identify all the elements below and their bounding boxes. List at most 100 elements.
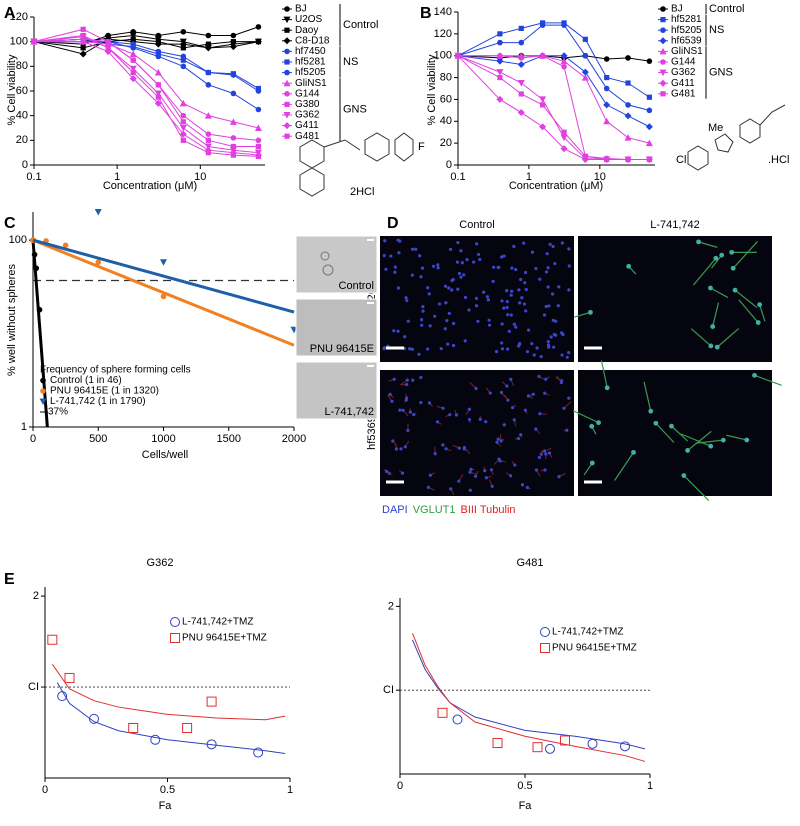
- nucleus: [517, 288, 520, 291]
- nucleus: [510, 313, 513, 316]
- nucleus: [551, 245, 554, 248]
- x-axis-label: Fa: [159, 800, 173, 812]
- nucleus: [519, 433, 522, 436]
- data-point: [533, 743, 542, 752]
- y-tick-label: 2: [33, 590, 39, 602]
- nucleus: [397, 286, 400, 289]
- data-point: [160, 259, 167, 266]
- nucleus: [385, 470, 388, 473]
- nucleus: [501, 322, 504, 325]
- nucleus: [411, 379, 414, 382]
- series-line: [34, 36, 258, 157]
- series-line: [34, 39, 258, 140]
- x-axis-label: Concentration (μM): [509, 180, 603, 192]
- data-point: [583, 53, 589, 59]
- nucleus: [445, 319, 448, 322]
- fit-line: [57, 683, 285, 754]
- nucleus: [393, 271, 396, 274]
- data-point: [561, 64, 567, 70]
- data-point: [625, 80, 630, 85]
- nucleus: [389, 393, 392, 396]
- legend-label: G362: [671, 67, 696, 78]
- nucleus: [384, 268, 387, 271]
- nucleus: [588, 310, 593, 315]
- nucleus: [444, 447, 447, 450]
- nucleus: [459, 249, 462, 252]
- data-point: [603, 118, 610, 125]
- data-point: [81, 27, 86, 32]
- nucleus: [475, 304, 478, 307]
- nucleus: [546, 266, 549, 269]
- nucleus: [708, 444, 713, 449]
- nucleus: [513, 323, 516, 326]
- data-point: [604, 86, 610, 92]
- nucleus: [464, 339, 467, 342]
- nucleus: [514, 268, 517, 271]
- series-line: [458, 56, 649, 160]
- nucleus: [490, 468, 493, 471]
- data-point: [256, 86, 261, 91]
- data-point: [647, 95, 652, 100]
- nucleus: [537, 375, 540, 378]
- nucleus: [497, 458, 500, 461]
- nucleus: [456, 241, 459, 244]
- nucleus: [500, 439, 503, 442]
- nucleus: [719, 253, 724, 258]
- nucleus: [397, 251, 400, 254]
- nucleus: [517, 437, 520, 440]
- nucleus: [420, 318, 423, 321]
- data-point: [561, 22, 567, 28]
- nucleus: [500, 391, 503, 394]
- legend-label: U2OS: [295, 14, 323, 25]
- legend-label: 37%: [48, 407, 68, 418]
- legend-title: Frequency of sphere forming cells: [40, 365, 191, 376]
- nucleus: [495, 350, 498, 353]
- legend-label: hf5281: [671, 14, 702, 25]
- nucleus: [485, 476, 488, 479]
- nucleus: [500, 299, 503, 302]
- legend-label: G481: [671, 88, 696, 99]
- nucleus: [546, 285, 549, 288]
- data-point: [131, 58, 136, 63]
- y-tick-label: CI: [28, 681, 39, 693]
- nucleus: [519, 278, 522, 281]
- fit-line: [52, 664, 285, 719]
- nucleus: [492, 280, 495, 283]
- y-tick-label: CI: [383, 684, 394, 696]
- nucleus: [553, 333, 556, 336]
- nucleus: [476, 320, 479, 323]
- nucleus: [404, 296, 407, 299]
- nucleus: [502, 254, 505, 257]
- series-line: [34, 42, 258, 91]
- data-point: [181, 58, 186, 63]
- data-point: [181, 138, 186, 143]
- nucleus: [483, 469, 486, 472]
- data-point: [181, 119, 186, 124]
- group-label: NS: [709, 24, 724, 36]
- nucleus: [506, 347, 509, 350]
- nucleus: [419, 275, 422, 278]
- nucleus: [530, 342, 533, 345]
- x-tick-label: 0: [42, 784, 48, 796]
- data-point: [497, 75, 502, 80]
- data-point: [231, 33, 237, 39]
- data-point: [205, 112, 212, 119]
- y-tick-label: 20: [440, 137, 452, 149]
- nucleus: [548, 451, 551, 454]
- nucleus: [436, 420, 439, 423]
- legend-label: PNU 96415E+TMZ: [552, 643, 637, 654]
- legend-label: hf7450: [295, 46, 326, 57]
- data-point: [207, 697, 216, 706]
- legend-label: hf5205: [295, 67, 326, 78]
- x-tick-label: 0.1: [450, 171, 465, 183]
- nucleus: [403, 335, 406, 338]
- nucleus: [538, 412, 541, 415]
- nucleus: [412, 413, 415, 416]
- legend-label: GliNS1: [295, 78, 327, 89]
- stain-label: BIII Tubulin: [460, 504, 515, 516]
- nucleus: [535, 468, 538, 471]
- nucleus: [449, 248, 452, 251]
- nucleus: [411, 274, 414, 277]
- legend-marker: [284, 28, 289, 33]
- nucleus: [525, 288, 528, 291]
